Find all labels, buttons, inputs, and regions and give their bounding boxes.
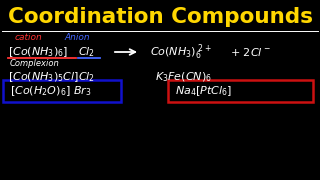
Text: $+\ 2Cl^-$: $+\ 2Cl^-$: [230, 46, 271, 58]
Text: $Na_4[PtCl_6]$: $Na_4[PtCl_6]$: [175, 84, 232, 98]
Text: Complexion: Complexion: [10, 60, 60, 69]
Text: $Cl_2$: $Cl_2$: [78, 45, 95, 59]
Text: $K_3Fe(CN)_6$: $K_3Fe(CN)_6$: [155, 70, 212, 84]
Text: $[Co(NH_3)_5Cl]Cl_2$: $[Co(NH_3)_5Cl]Cl_2$: [8, 70, 95, 84]
Text: cation: cation: [14, 33, 42, 42]
Text: Anion: Anion: [64, 33, 90, 42]
Bar: [3, 80, 121, 102]
Text: $[Co(H_2O)_6]\ Br_3$: $[Co(H_2O)_6]\ Br_3$: [10, 84, 92, 98]
Text: Coordination Compounds: Coordination Compounds: [7, 7, 313, 27]
Text: $[Co(NH_3)_6]$: $[Co(NH_3)_6]$: [8, 45, 68, 59]
Text: $Co(NH_3)_6^{\ 2+}$: $Co(NH_3)_6^{\ 2+}$: [150, 42, 212, 62]
Bar: [168, 80, 313, 102]
